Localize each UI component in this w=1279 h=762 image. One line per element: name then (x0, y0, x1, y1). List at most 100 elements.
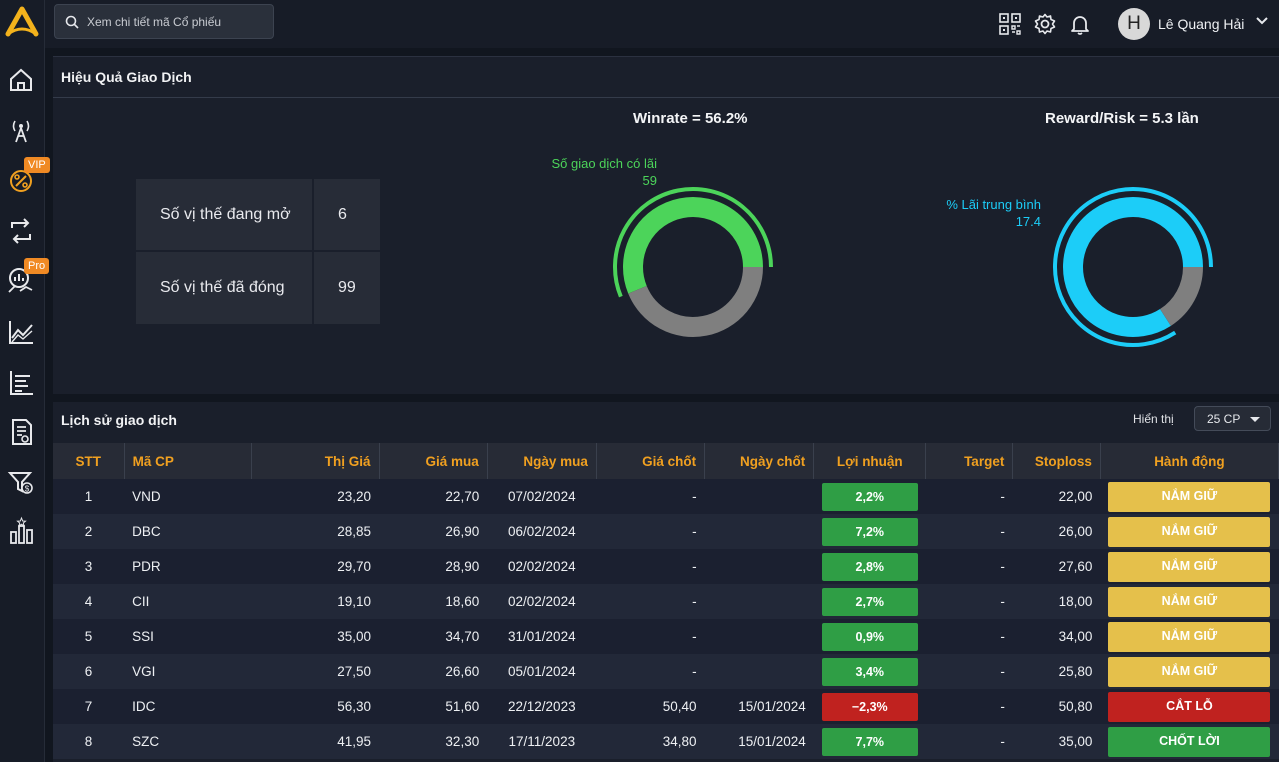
table-cell: 50,80 (1012, 689, 1101, 724)
funnel-dollar-icon[interactable]: $ (5, 466, 37, 498)
profit-cell: −2,3% (813, 689, 926, 724)
winrate-label-value: 59 (642, 173, 657, 188)
action-button[interactable]: NẮM GIỮ (1108, 551, 1271, 582)
action-button[interactable]: CHỐT LỜI (1108, 726, 1271, 757)
profit-badge: −2,3% (821, 692, 918, 721)
reward-risk-highlight-arc (1053, 187, 1213, 347)
history-title: Lịch sử giao dịch (61, 412, 177, 428)
table-cell: 18,00 (1012, 584, 1101, 619)
profit-cell: 2,2% (813, 479, 926, 514)
profit-badge: 0,9% (821, 622, 918, 651)
table-cell: 31/01/2024 (487, 619, 597, 654)
action-cell: CẮT LỖ (1100, 689, 1279, 724)
table-row[interactable]: 5 SSI 35,00 34,70 31/01/2024-0,9% -34,00 NẮM G… (53, 619, 1279, 654)
table-row[interactable]: 7 IDC 56,30 51,60 22/12/2023 50,40 15/01/2024−… (53, 689, 1279, 724)
qr-code-icon[interactable] (998, 12, 1022, 36)
column-header[interactable]: Mã CP (124, 443, 252, 479)
table-cell (704, 514, 814, 549)
table-cell: 22,70 (379, 479, 488, 514)
action-button[interactable]: NẮM GIỮ (1108, 516, 1271, 547)
table-row[interactable]: 8 SZC 41,95 32,30 17/11/2023 34,80 15/01/2024 7… (53, 724, 1279, 759)
pro-badge: Pro (24, 258, 50, 274)
table-cell: - (596, 584, 705, 619)
column-header[interactable]: STT (53, 443, 125, 479)
chart-search-icon[interactable] (5, 264, 37, 296)
action-cell: NẮM GIỮ (1100, 549, 1279, 584)
action-button[interactable]: NẮM GIỮ (1108, 621, 1271, 652)
chevron-down-icon[interactable] (1255, 16, 1269, 26)
line-chart-icon[interactable] (5, 316, 37, 348)
user-name[interactable]: Lê Quang Hải (1158, 16, 1245, 32)
column-header[interactable]: Target (925, 443, 1014, 479)
show-count-select[interactable]: 25 CP (1194, 406, 1271, 431)
profit-cell: 2,7% (813, 584, 926, 619)
winrate-label-text: Số giao dịch có lãi (551, 156, 657, 171)
table-cell: 50,40 (596, 689, 705, 724)
table-cell: 07/02/2024 (487, 479, 597, 514)
table-cell: 6 (53, 654, 125, 689)
table-cell (704, 584, 814, 619)
avatar[interactable]: H (1118, 8, 1150, 40)
search-input[interactable] (87, 14, 267, 29)
reward-label-text: % Lãi trung bình (946, 197, 1041, 212)
column-header[interactable]: Lợi nhuận (813, 443, 927, 479)
home-icon[interactable] (5, 64, 37, 96)
reward-risk-value-arc (1063, 197, 1203, 337)
table-cell: - (925, 619, 1013, 654)
column-header[interactable]: Giá mua (379, 443, 488, 479)
column-header[interactable]: Giá chốt (596, 443, 706, 479)
column-header[interactable]: Ngày mua (487, 443, 597, 479)
app-logo-icon[interactable] (5, 4, 39, 38)
percent-icon[interactable] (5, 164, 37, 196)
action-cell: NẮM GIỮ (1100, 654, 1279, 689)
column-header[interactable]: Ngày chốt (704, 443, 815, 479)
winrate-remainder-arc (628, 266, 763, 337)
table-row[interactable]: 4 CII 19,10 18,60 02/02/2024-2,7% -18,00 NẮM G… (53, 584, 1279, 619)
winrate-label: Số giao dịch có lãi 59 (523, 155, 657, 189)
show-label: Hiển thị (1133, 412, 1174, 426)
profit-cell: 7,7% (813, 724, 926, 759)
search-box[interactable] (54, 4, 274, 39)
table-cell: VGI (124, 654, 252, 689)
table-cell: - (596, 549, 705, 584)
table-row[interactable]: 6 VGI 27,50 26,60 05/01/2024-3,4% -25,80 NẮM G… (53, 654, 1279, 689)
table-cell: 18,60 (379, 584, 488, 619)
table-cell (704, 654, 814, 689)
table-cell: 02/02/2024 (487, 549, 597, 584)
table-row[interactable]: 3 PDR 29,70 28,90 02/02/2024-2,8% -27,60 NẮM G… (53, 549, 1279, 584)
action-cell: NẮM GIỮ (1100, 584, 1279, 619)
table-cell: 23,20 (251, 479, 380, 514)
table-cell: 25,80 (1012, 654, 1101, 689)
action-button[interactable]: CẮT LỖ (1108, 691, 1271, 722)
table-cell: IDC (124, 689, 252, 724)
table-cell: 34,80 (596, 724, 705, 759)
column-header[interactable]: Thị Giá (251, 443, 380, 479)
table-row[interactable]: 1 VND 23,20 22,70 07/02/2024-2,2% -22,00 NẮM G… (53, 479, 1279, 514)
column-header[interactable]: Stoploss (1012, 443, 1101, 479)
divider (53, 97, 1279, 98)
profit-badge: 2,2% (821, 482, 918, 511)
action-cell: NẮM GIỮ (1100, 514, 1279, 549)
history-table: STT Mã CP Thị Giá Giá mua Ngày mua Giá chốt Ng… (53, 443, 1279, 759)
column-header[interactable]: Hành động (1100, 443, 1279, 479)
chevron-down-icon (1250, 417, 1260, 422)
action-button[interactable]: NẮM GIỮ (1108, 656, 1271, 687)
profit-cell: 3,4% (813, 654, 926, 689)
table-cell: 05/01/2024 (487, 654, 597, 689)
document-icon[interactable] (5, 416, 37, 448)
table-row[interactable]: 2 DBC 28,85 26,90 06/02/2024-7,2% -26,00 NẮM G… (53, 514, 1279, 549)
refresh-icon[interactable] (5, 215, 37, 247)
action-button[interactable]: NẮM GIỮ (1108, 586, 1271, 617)
bar-stats-icon[interactable] (5, 515, 37, 547)
action-button[interactable]: NẮM GIỮ (1108, 481, 1271, 512)
table-cell: - (596, 479, 705, 514)
notification-bell-icon[interactable] (1068, 12, 1092, 36)
settings-gear-icon[interactable] (1033, 12, 1057, 36)
list-chart-icon[interactable] (5, 366, 37, 398)
open-positions-label: Số vị thế đang mở (136, 179, 312, 250)
open-positions-value: 6 (314, 179, 380, 250)
table-cell: 28,90 (379, 549, 488, 584)
signal-tower-icon[interactable] (5, 115, 37, 147)
reward-label-value: 17.4 (1015, 214, 1041, 229)
profit-cell: 2,8% (813, 549, 926, 584)
